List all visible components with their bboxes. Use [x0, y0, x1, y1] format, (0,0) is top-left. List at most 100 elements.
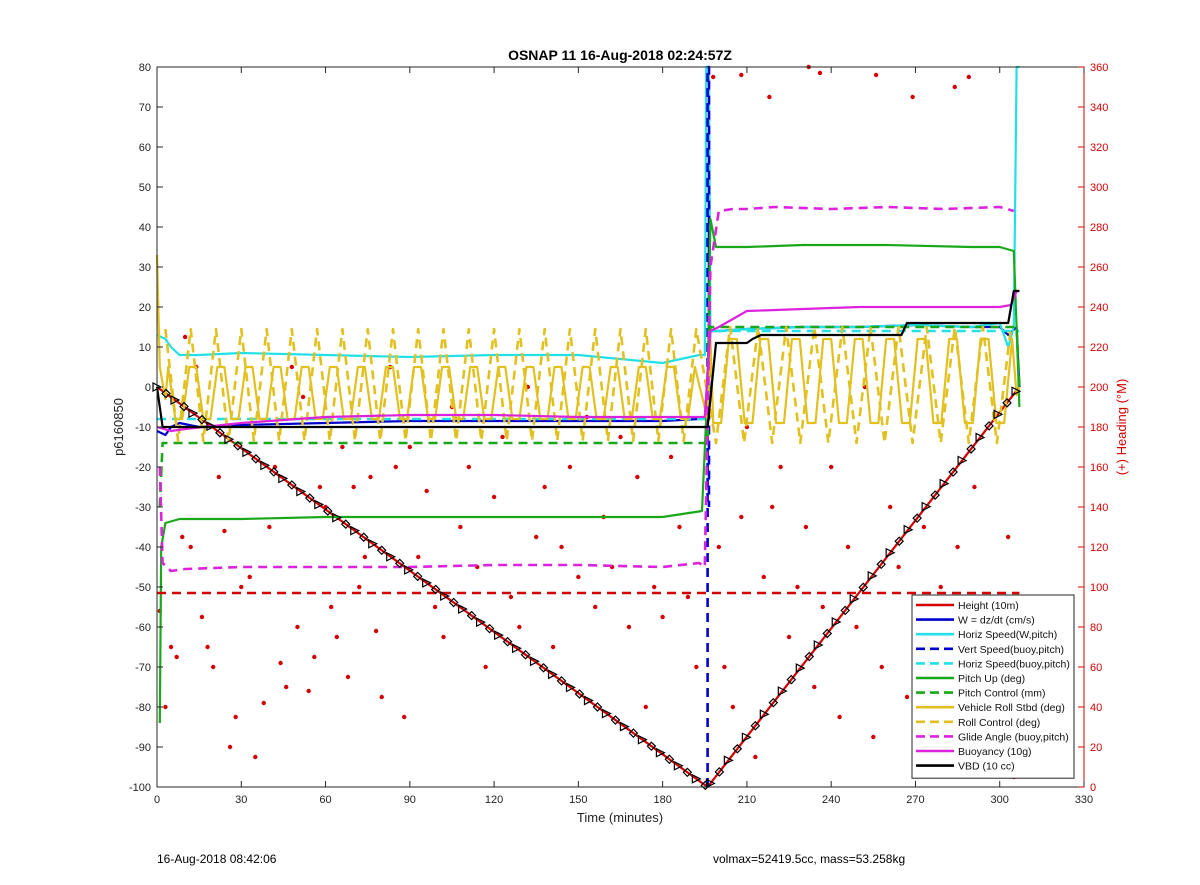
heading-point	[180, 534, 185, 540]
heading-point	[500, 434, 505, 440]
heading-point	[739, 514, 744, 520]
height-marker-diamond	[912, 513, 922, 524]
heading-point	[635, 474, 640, 480]
y-tick-label: -40	[135, 542, 151, 554]
heading-point	[306, 688, 311, 694]
footer-timestamp: 16-Aug-2018 08:42:06	[157, 852, 277, 866]
series-line	[155, 289, 1020, 429]
heading-point	[174, 654, 179, 660]
height-marker-triangle	[476, 617, 486, 628]
heading-point	[871, 734, 876, 740]
heading-point	[284, 684, 289, 690]
height-marker-triangle	[637, 734, 648, 745]
x-tick-label: 60	[319, 794, 331, 806]
height-marker-diamond	[538, 662, 549, 673]
y-tick-label: -50	[135, 582, 151, 594]
x-tick-label: 210	[738, 794, 756, 806]
height-marker-triangle	[777, 686, 788, 697]
height-marker-triangle	[260, 460, 271, 471]
y-tick-label: -60	[135, 622, 151, 634]
heading-point	[210, 664, 216, 670]
x-tick-label: 150	[569, 794, 587, 806]
heading-point	[432, 604, 438, 610]
legend-label: Vehicle Roll Stbd (deg)	[958, 702, 1065, 714]
heading-point	[769, 504, 775, 510]
height-marker-triangle	[903, 524, 914, 535]
heading-point	[424, 488, 429, 494]
height-marker-diamond	[714, 767, 725, 777]
height-marker-triangle	[368, 538, 379, 549]
height-marker-diamond	[610, 715, 621, 725]
heading-point	[216, 474, 221, 480]
legend-label: W = dz/dt (cm/s)	[958, 615, 1035, 627]
height-marker-diamond	[251, 453, 261, 464]
x-tick-label: 30	[235, 794, 247, 806]
heading-point	[837, 714, 842, 720]
height-marker-triangle	[404, 564, 415, 575]
y-right-tick-label: 40	[1090, 702, 1102, 714]
legend-label: Height (10m)	[958, 600, 1019, 612]
height-marker-triangle	[278, 473, 289, 484]
x-tick-label: 330	[1075, 794, 1093, 806]
height-marker-triangle	[529, 656, 540, 667]
y-right-tick-label: 320	[1090, 142, 1108, 154]
legend-label: Pitch Control (mm)	[958, 688, 1046, 700]
heading-point	[730, 704, 736, 710]
height-marker-diamond	[233, 440, 243, 451]
legend-label: Glide Angle (buoy,pitch)	[958, 731, 1069, 743]
chart-title: OSNAP 11 16-Aug-2018 02:24:57Z	[508, 47, 732, 63]
heading-point	[508, 594, 514, 600]
x-tick-label: 120	[485, 794, 503, 806]
height-marker-diamond	[574, 689, 585, 699]
height-marker-triangle	[493, 630, 504, 641]
height-marker-diamond	[466, 610, 477, 621]
height-marker-diamond	[682, 767, 693, 778]
heading-point	[972, 484, 977, 490]
height-marker-triangle	[939, 478, 950, 489]
heading-point	[267, 524, 272, 530]
heading-point	[550, 644, 556, 650]
y-right-tick-label: 240	[1090, 302, 1108, 314]
y-tick-label: -20	[135, 462, 151, 474]
y-tick-label: 10	[139, 342, 151, 354]
height-marker-triangle	[206, 421, 217, 432]
heading-point	[643, 704, 648, 710]
heading-point	[887, 504, 893, 510]
heading-point	[820, 604, 825, 610]
x-tick-label: 0	[154, 794, 160, 806]
heading-point	[517, 624, 522, 630]
height-marker-triangle	[458, 604, 468, 615]
heading-point	[559, 544, 564, 550]
y-right-tick-label: 260	[1090, 262, 1108, 274]
height-marker-triangle	[655, 747, 666, 758]
legend-box	[911, 594, 1075, 779]
y-axis-right-label: (+) Heading (°M)	[1114, 379, 1129, 476]
y-tick-label: -100	[129, 782, 151, 794]
legend-label: Horiz Speed(W,pitch)	[958, 629, 1057, 641]
heading-point	[854, 624, 859, 630]
y-right-tick-label: 140	[1090, 502, 1108, 514]
height-marker-triangle	[691, 773, 702, 784]
height-marker-diamond	[700, 780, 711, 791]
height-marker-diamond	[984, 421, 994, 431]
heading-point	[896, 564, 901, 570]
height-marker-triangle	[759, 709, 770, 720]
height-marker-triangle	[975, 432, 986, 443]
height-marker-diamond	[556, 676, 567, 686]
height-marker-triangle	[867, 570, 878, 581]
height-marker-triangle	[673, 760, 684, 771]
series-line	[158, 205, 1015, 573]
height-marker-triangle	[957, 455, 968, 466]
y-tick-label: -80	[135, 702, 151, 714]
height-marker-triangle	[511, 643, 522, 654]
height-marker-diamond	[358, 532, 369, 543]
x-tick-label: 300	[991, 794, 1009, 806]
height-marker-diamond	[448, 597, 459, 608]
height-marker-triangle	[350, 525, 361, 536]
heading-point	[921, 524, 927, 530]
heading-point	[222, 528, 227, 534]
height-marker-triangle	[885, 547, 896, 558]
legend-label: Vert Speed(buoy,pitch)	[958, 644, 1064, 656]
legend-label: Horiz Speed(buoy,pitch)	[958, 658, 1070, 670]
